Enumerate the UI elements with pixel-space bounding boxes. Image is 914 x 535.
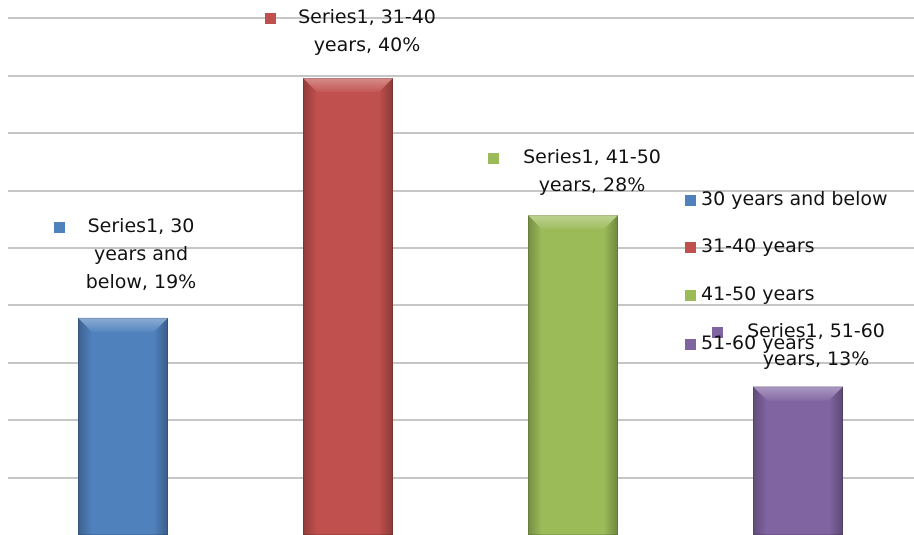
legend: 30 years and below 31-40 years 41-50 years… — [685, 188, 888, 354]
legend-swatch-4 — [685, 339, 696, 350]
data-labels: Series1, 30 years and below, 19% Series1, 3… — [54, 6, 885, 370]
data-label-2: Series1, 31-40 years, 40% — [265, 6, 436, 56]
data-label-1: Series1, 30 years and below, 19% — [54, 215, 196, 293]
legend-item-3: 41-50 years — [685, 283, 815, 305]
legend-item-2: 31-40 years — [685, 235, 815, 257]
legend-label-1: 30 years and below — [701, 188, 888, 210]
data-label-marker-1 — [54, 222, 65, 233]
data-label-marker-4 — [712, 327, 723, 338]
bars — [78, 78, 843, 535]
data-label-marker-2 — [265, 13, 276, 24]
data-label-text-1: Series1, 30 years and below, 19% — [86, 215, 197, 293]
legend-swatch-1 — [685, 195, 696, 206]
data-label-marker-3 — [488, 153, 499, 164]
data-label-4: Series1, 51-60 years, 13% — [712, 320, 885, 370]
data-label-text-3: Series1, 41-50 years, 28% — [523, 146, 661, 196]
data-label-3: Series1, 41-50 years, 28% — [488, 146, 661, 196]
legend-swatch-2 — [685, 242, 696, 253]
bar-3 — [528, 215, 618, 535]
bar-2 — [303, 78, 393, 535]
bar-1 — [78, 317, 168, 535]
legend-label-4: 51-60 years — [701, 332, 815, 354]
legend-item-4: 51-60 years — [685, 332, 815, 354]
data-label-text-2: Series1, 31-40 years, 40% — [298, 6, 436, 56]
legend-swatch-3 — [685, 290, 696, 301]
legend-item-1: 30 years and below — [685, 188, 888, 210]
bar-4 — [753, 386, 843, 535]
data-label-text-4: Series1, 51-60 years, 13% — [747, 320, 885, 370]
legend-label-3: 41-50 years — [701, 283, 815, 305]
legend-label-2: 31-40 years — [701, 235, 815, 257]
